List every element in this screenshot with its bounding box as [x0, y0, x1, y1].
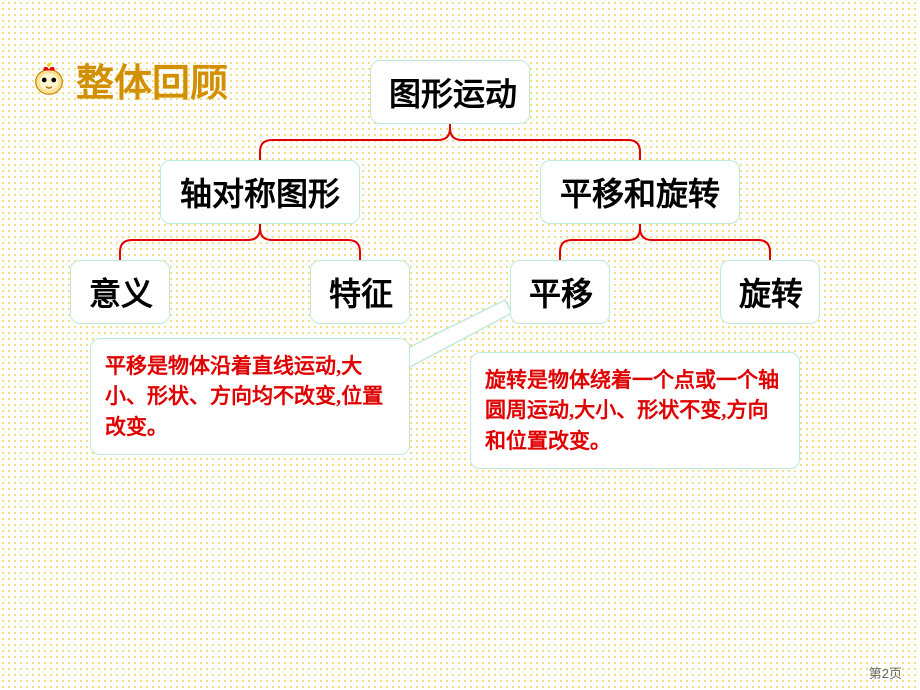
- desc-rotation: 旋转是物体绕着一个点或一个轴圆周运动,大小、形状不变,方向和位置改变。: [470, 352, 800, 469]
- mascot-icon: [30, 61, 68, 99]
- node-translation-rotation: 平移和旋转: [540, 160, 740, 224]
- node-translation: 平移: [510, 260, 610, 324]
- node-feature: 特征: [310, 260, 410, 324]
- node-meaning: 意义: [70, 260, 170, 324]
- node-rotation: 旋转: [720, 260, 820, 324]
- heading-text: 整体回顾: [76, 52, 228, 107]
- page-number: 第2页: [869, 663, 902, 682]
- node-root: 图形运动: [370, 60, 530, 124]
- node-axial-symmetry: 轴对称图形: [160, 160, 360, 224]
- heading: 整体回顾: [30, 52, 228, 107]
- desc-translation: 平移是物体沿着直线运动,大小、形状、方向均不改变,位置改变。: [90, 338, 410, 455]
